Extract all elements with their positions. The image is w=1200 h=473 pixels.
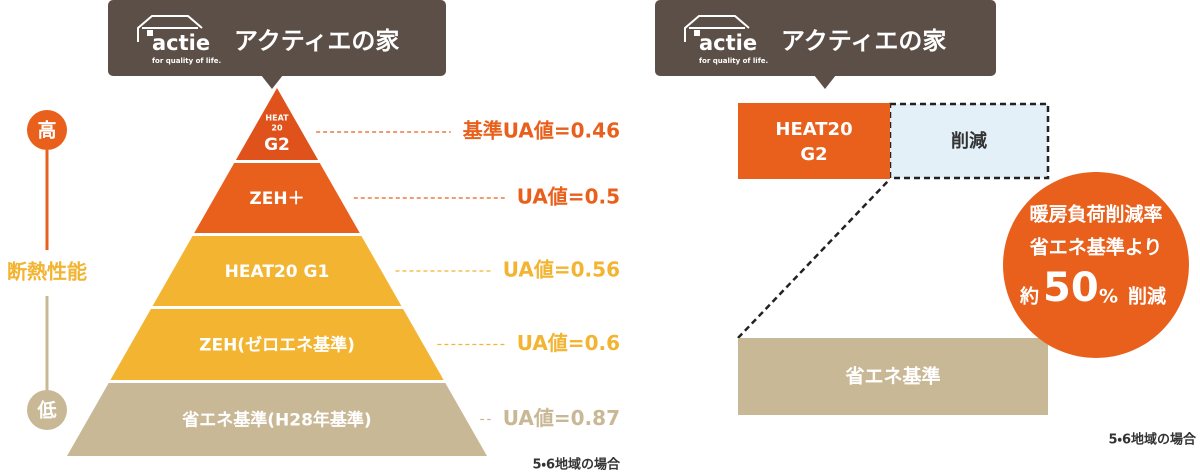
heat20-box [738,103,890,179]
pyramid-level [110,309,444,380]
level-name-small: HEAT [265,114,289,123]
high-label: 高 [37,119,56,142]
pyramid-level [194,163,360,233]
logo-house [684,15,750,42]
tagline: for quality of life. [699,57,768,65]
heat20-label: G2 [800,144,827,165]
standard-box [738,338,1048,415]
circle-line: 省エネ基準より [1029,236,1163,259]
level-name: HEAT20 G1 [225,262,330,282]
pyramid-level [235,88,319,160]
reduction-box [888,102,1050,180]
note: 5・6地域の場合 [1108,432,1197,448]
logo-window [147,30,153,36]
pyramid-level [67,383,487,456]
ua-label: UA値=0.6 [517,331,620,355]
ua-label: UA値=0.87 [503,406,620,430]
logo-house [137,15,203,42]
pyramid-level [152,236,402,306]
heat20-label: HEAT20 [775,119,852,140]
connector [737,179,890,339]
low-label: 低 [36,399,56,422]
circle-suffix: 削減 [1128,285,1166,308]
high-marker [27,110,67,150]
circle-number: 50 [1043,265,1099,311]
header-title: アクティエの家 [781,27,946,55]
header-title: アクティエの家 [234,27,399,55]
ua-label: UA値=0.56 [503,258,620,282]
header-box [655,0,996,76]
reduction-label: 削減 [951,130,987,152]
level-name-small: 20 [271,124,283,133]
note: 5・6地域の場合 [532,457,621,473]
level-name: 省エネ基準(H28年基準) [181,410,371,431]
tagline: for quality of life. [152,57,221,65]
level-name: G2 [264,135,290,155]
standard-label: 省エネ基準 [844,365,940,388]
header-pointer [814,75,836,89]
header-pointer [261,75,283,89]
circle-line: 暖房負荷削減率 [1029,203,1162,226]
ua-label: UA値=0.5 [517,185,620,209]
logo-window [694,30,700,36]
highlight-circle [1003,172,1189,358]
level-name: ZEH＋ [249,189,304,209]
ua-label: 基準UA値=0.46 [463,119,620,143]
circle-unit: % [1099,286,1118,308]
low-marker [27,390,67,430]
brand: actie [699,31,757,55]
level-name: ZEH(ゼロエネ基準) [199,335,355,356]
circle-prefix: 約 [1019,285,1039,308]
axis-label: 断熱性能 [7,260,87,284]
brand: actie [152,31,210,55]
